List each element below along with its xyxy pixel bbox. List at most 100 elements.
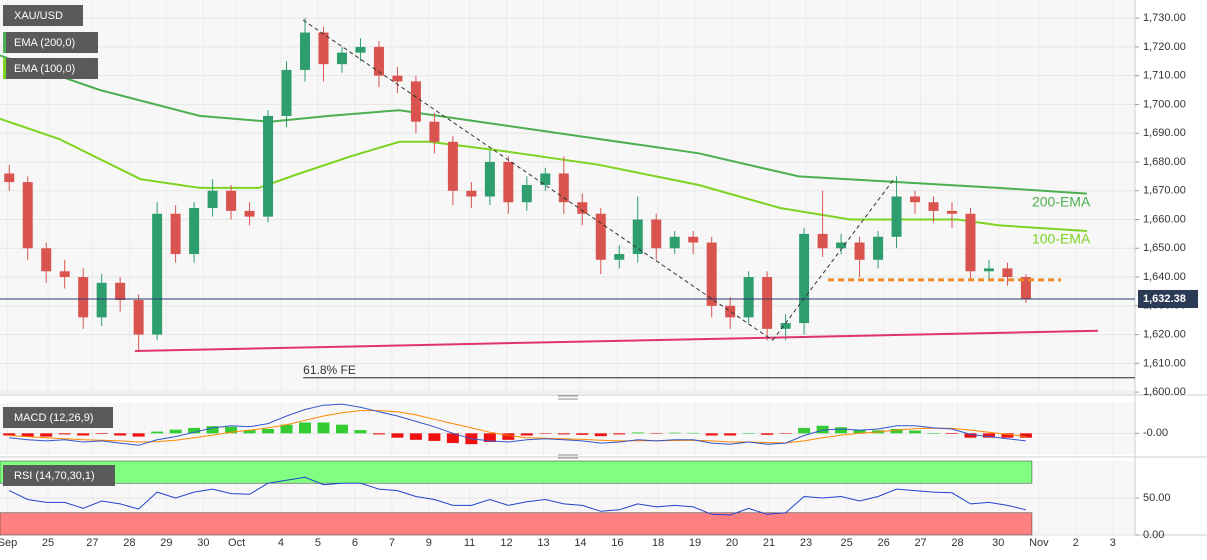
candle-body — [207, 190, 218, 209]
candle-body — [706, 242, 717, 306]
resize-handle — [558, 395, 578, 459]
candle-body — [392, 75, 403, 82]
candle-body — [891, 196, 902, 237]
histogram-bar — [262, 429, 275, 434]
histogram-bar — [853, 430, 866, 434]
candle-body — [503, 161, 514, 203]
histogram-bar — [317, 422, 330, 434]
candle-body — [226, 190, 237, 211]
x-tick-label: 23 — [800, 537, 812, 549]
x-tick-label: 25 — [841, 537, 853, 549]
candle-body — [300, 32, 311, 70]
title-box — [3, 5, 83, 26]
histogram-bar — [594, 433, 607, 437]
candle-body — [281, 69, 292, 116]
oversold-band — [0, 512, 1033, 536]
chart-title: XAU/USD — [14, 10, 63, 22]
legend: XAU/USD EMA (200,0) EMA (100,0) MACD (12… — [3, 5, 115, 486]
histogram-bar — [114, 433, 127, 436]
histogram-bar — [909, 430, 922, 434]
indicator-swatch — [3, 58, 6, 79]
x-tick-label: Sep — [0, 537, 17, 549]
candle-body — [447, 141, 458, 191]
histogram-bar — [816, 425, 829, 434]
rsi-line — [8, 476, 1027, 516]
y-tick-label: 1,650.00 — [1143, 242, 1186, 254]
histogram-bar — [557, 433, 570, 435]
x-tick-label: 3 — [1110, 537, 1116, 549]
candle-body — [688, 236, 699, 243]
histogram-bar — [742, 433, 755, 434]
histogram-bar — [225, 426, 238, 434]
candle-body — [189, 208, 200, 255]
x-tick-label: 20 — [726, 537, 738, 549]
histogram-bar — [835, 427, 848, 434]
candle-body — [115, 282, 126, 301]
y-tick-label: 50.00 — [1143, 492, 1171, 504]
histogram-bar — [779, 433, 792, 434]
histogram-bar — [409, 433, 422, 440]
histogram-bar — [446, 433, 459, 444]
histogram-bar — [151, 431, 164, 434]
y-tick-label: 0.00 — [1143, 529, 1164, 541]
histogram-bar — [206, 426, 219, 434]
histogram-bar — [335, 424, 348, 434]
histogram-bar — [428, 433, 441, 441]
x-tick-label: 29 — [160, 537, 172, 549]
indicator-swatch — [3, 32, 6, 53]
candle-body — [577, 202, 588, 214]
histogram-bar — [520, 433, 533, 436]
candle-body — [743, 277, 754, 318]
x-tick-label: 27 — [86, 537, 98, 549]
candle-body — [1002, 268, 1013, 278]
y-tick-label: 1,730.00 — [1143, 12, 1186, 24]
candle-body — [410, 81, 421, 122]
y-tick-label: 1,600.00 — [1143, 386, 1186, 398]
x-tick-label: Oct — [228, 537, 245, 549]
histogram-bar — [964, 433, 977, 438]
candle-body — [133, 300, 144, 335]
indicator-label: EMA (100,0) — [14, 63, 75, 75]
candle-body — [373, 46, 384, 76]
ema-line — [0, 117, 1087, 232]
histogram-bar — [169, 429, 182, 434]
macd-title: MACD (12,26,9) — [14, 412, 93, 424]
histogram-bar — [299, 422, 312, 434]
trendline — [772, 177, 896, 341]
histogram-bar — [687, 432, 700, 434]
candle-body — [928, 202, 939, 211]
x-tick-label: 13 — [537, 537, 549, 549]
candle-body — [910, 196, 921, 203]
x-tick-label: 4 — [278, 537, 284, 549]
y-tick-label: 1,710.00 — [1143, 70, 1186, 82]
candle-body — [632, 219, 643, 255]
histogram-bar — [1001, 433, 1014, 438]
histogram-bar — [668, 432, 681, 434]
histogram-bar — [21, 433, 34, 437]
x-tick-label: 25 — [42, 537, 54, 549]
x-tick-label: 30 — [197, 537, 209, 549]
y-tick-label: 1,680.00 — [1143, 156, 1186, 168]
indicator-label: EMA (200,0) — [14, 37, 75, 49]
candle-body — [946, 210, 957, 214]
ema-label: 100-EMA — [1032, 231, 1091, 247]
candle-body — [762, 277, 773, 329]
ema-label: 200-EMA — [1032, 193, 1091, 209]
x-tick-label: Nov — [1029, 537, 1049, 549]
y-tick-label: -0.00 — [1143, 427, 1168, 439]
candle-body — [263, 115, 274, 217]
histogram-bar — [372, 433, 385, 435]
histogram-bar — [798, 427, 811, 434]
candle-body — [244, 210, 255, 217]
candle-body — [669, 236, 680, 249]
y-tick-label: 1,720.00 — [1143, 41, 1186, 53]
candle-body — [152, 213, 163, 335]
candle-body — [484, 161, 495, 197]
y-tick-label: 1,620.00 — [1143, 328, 1186, 340]
histogram-bar — [576, 433, 589, 435]
histogram-bar — [483, 433, 496, 442]
histogram-bar — [502, 433, 515, 440]
histogram-bar — [761, 433, 774, 435]
candle-body — [336, 52, 347, 65]
x-tick-label: 2 — [1073, 537, 1079, 549]
